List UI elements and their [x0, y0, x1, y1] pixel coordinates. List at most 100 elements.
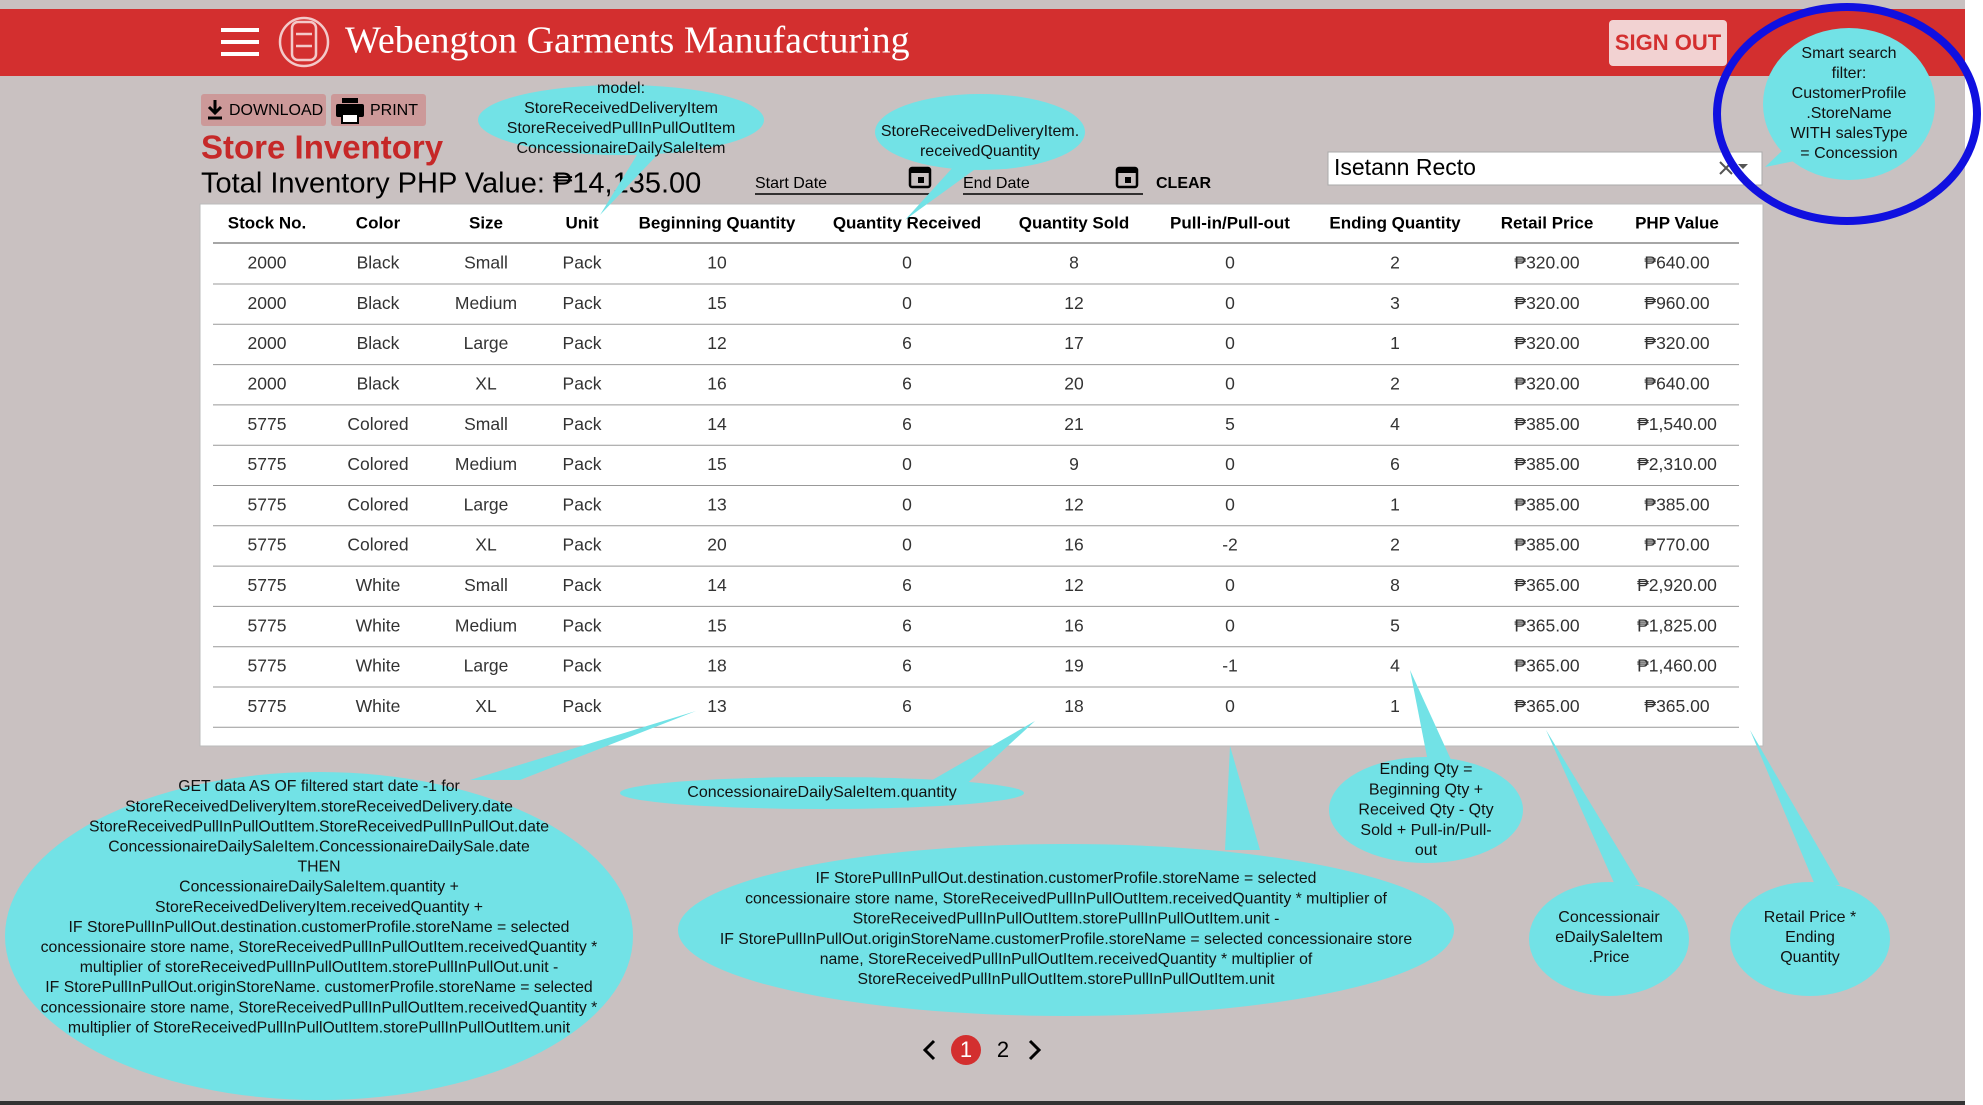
column-header: Color	[356, 213, 401, 232]
table-cell: -1	[1222, 656, 1238, 676]
table-cell: Colored	[347, 414, 408, 434]
table-cell: 20	[1064, 374, 1084, 394]
sign-out-label: SIGN OUT	[1615, 30, 1722, 55]
table-cell: Pack	[563, 656, 602, 676]
table-cell: 1	[1390, 696, 1400, 716]
table-cell: Pack	[563, 696, 602, 716]
table-cell: XL	[475, 696, 497, 716]
callout-text: IF StorePullInPullOut.originStoreName.cu…	[720, 931, 1413, 948]
download-icon	[207, 100, 223, 120]
print-icon	[336, 98, 364, 124]
callout-text: concessionaire store name, StoreReceived…	[41, 939, 598, 956]
table-cell: 6	[902, 575, 912, 595]
table-cell: ₱640.00	[1644, 374, 1709, 394]
column-header: Size	[469, 213, 503, 232]
callout-text: .Price	[1589, 949, 1630, 966]
callout-text: ConcessionaireDailySaleItem	[517, 140, 726, 157]
table-cell: 15	[707, 293, 726, 313]
table-cell: 5775	[248, 615, 287, 635]
callout-bubble	[478, 85, 764, 155]
table-cell: White	[356, 575, 401, 595]
table-cell: Colored	[347, 535, 408, 555]
search-dropdown-icon[interactable]	[1738, 164, 1748, 169]
table-cell: 6	[902, 374, 912, 394]
page-number[interactable]: 1	[960, 1037, 972, 1062]
table-cell: 8	[1069, 253, 1079, 273]
table-cell: 0	[1225, 615, 1235, 635]
prev-page[interactable]	[922, 1039, 936, 1061]
callout-text: StoreReceivedPullInPullOutItem.storePull…	[853, 911, 1280, 928]
callout-text: ConcessionaireDailySaleItem.quantity	[687, 784, 956, 801]
table-cell: 3	[1390, 293, 1400, 313]
table-cell: 6	[1390, 454, 1400, 474]
table-cell: Black	[357, 374, 400, 394]
table-cell: ₱320.00	[1514, 293, 1579, 313]
callout-bubble	[875, 94, 1085, 170]
table-cell: XL	[475, 374, 497, 394]
table-cell: ₱2,920.00	[1637, 575, 1717, 595]
table-cell: 5775	[248, 656, 287, 676]
callout-text: Retail Price *	[1764, 909, 1856, 926]
table-cell: 0	[1225, 696, 1235, 716]
table-cell: 16	[1064, 615, 1083, 635]
table-cell: ₱385.00	[1514, 414, 1579, 434]
callout-text: out	[1415, 842, 1438, 859]
search-box[interactable]	[1327, 151, 1763, 186]
table-cell: Pack	[563, 494, 602, 514]
table-cell: ₱385.00	[1644, 494, 1709, 514]
table-cell: Small	[464, 575, 508, 595]
table-cell: Pack	[563, 454, 602, 474]
table-cell: 13	[707, 494, 726, 514]
table-cell: 5	[1225, 414, 1235, 434]
column-header: Beginning Quantity	[639, 213, 796, 232]
download-label: DOWNLOAD	[229, 102, 323, 119]
table-cell: Medium	[455, 454, 517, 474]
next-page[interactable]	[1028, 1039, 1042, 1061]
table-cell: 9	[1069, 454, 1079, 474]
table-cell: 0	[902, 253, 912, 273]
callout-bubble	[5, 772, 633, 1100]
table-cell: 5775	[248, 696, 287, 716]
table-panel	[199, 203, 1764, 747]
clear-button[interactable]: CLEAR	[1156, 175, 1212, 192]
table-cell: ₱365.00	[1514, 575, 1579, 595]
start-date-icon[interactable]	[908, 166, 932, 189]
table-cell: White	[356, 615, 401, 635]
table-cell: ₱320.00	[1514, 374, 1579, 394]
table-cell: ₱1,825.00	[1637, 615, 1717, 635]
callout-text: model:	[597, 80, 645, 97]
page-number[interactable]: 2	[997, 1037, 1009, 1062]
table-cell: White	[356, 656, 401, 676]
table-cell: 0	[1225, 253, 1235, 273]
callout-text: ConcessionaireDailySaleItem.Concessionai…	[108, 838, 530, 855]
end-date-icon[interactable]	[1115, 166, 1139, 189]
download-button[interactable]	[201, 94, 326, 126]
table-cell: Black	[357, 253, 400, 273]
annotations: model: StoreReceivedDeliveryItem StoreRece…	[5, 28, 1935, 1100]
callout-text: IF StorePullInPullOut.originStoreName. c…	[45, 979, 592, 996]
menu-icon[interactable]	[221, 28, 259, 56]
table-cell: 5775	[248, 494, 287, 514]
callout-bubble	[1763, 28, 1935, 180]
table-cell: Pack	[563, 615, 602, 635]
callout-text: name, StoreReceivedPullInPullOutItem.rec…	[820, 951, 1313, 968]
table-cell: 17	[1064, 333, 1083, 353]
sign-out-button[interactable]	[1609, 20, 1727, 66]
table-cell: 2	[1390, 535, 1400, 555]
table-cell: 2000	[248, 293, 287, 313]
callout-bubble	[1529, 882, 1689, 996]
callout-text: GET data AS OF filtered start date -1 fo…	[178, 778, 460, 795]
app-title: Webengton Garments Manufacturing	[345, 20, 910, 62]
table-cell: 21	[1064, 414, 1083, 434]
table-cell: 0	[1225, 454, 1235, 474]
callout-bubble	[1329, 757, 1523, 863]
table-cell: 20	[707, 535, 727, 555]
callout-text: .StoreName	[1806, 105, 1891, 122]
table-cell: 0	[1225, 333, 1235, 353]
table-cell: ₱385.00	[1514, 535, 1579, 555]
table-cell: 4	[1390, 414, 1400, 434]
table-cell: 10	[707, 253, 727, 273]
callout-text: Smart search	[1801, 45, 1896, 62]
start-date-label: Start Date	[755, 175, 827, 192]
table-cell: Pack	[563, 535, 602, 555]
